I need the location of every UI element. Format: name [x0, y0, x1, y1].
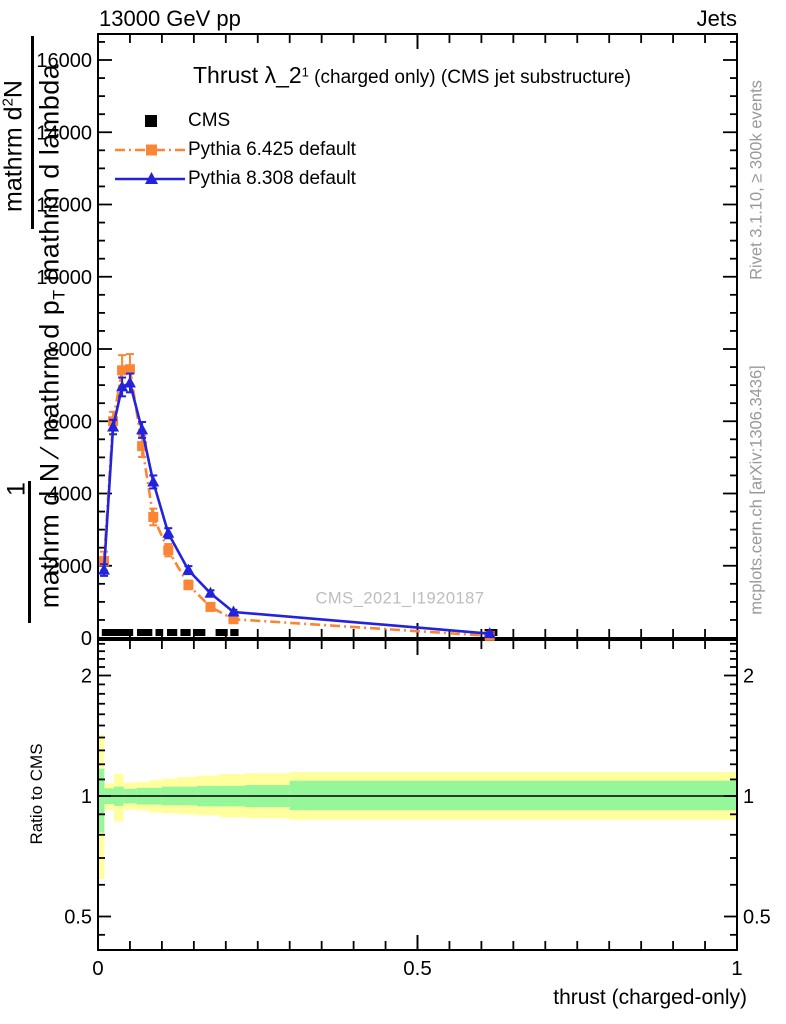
svg-text:0.5: 0.5: [403, 957, 432, 980]
svg-text:1: 1: [731, 957, 742, 980]
legend-marker-pythia8: [145, 172, 158, 184]
svg-text:0: 0: [81, 628, 92, 650]
legend-label-pythia8: Pythia 8.308 default: [188, 168, 356, 189]
svg-text:12000: 12000: [36, 195, 92, 217]
legend-label-cms: CMS: [188, 110, 231, 131]
ratio-uncertainty-bands: [98, 735, 737, 880]
svg-text:0: 0: [92, 957, 103, 980]
svg-text:0.5: 0.5: [64, 907, 92, 929]
svg-text:0.5: 0.5: [743, 907, 771, 929]
x-axis-label: thrust (charged-only): [553, 986, 747, 1009]
analysis-group-label: Jets: [696, 6, 737, 31]
plot-title-detail: (charged only) (CMS jet substructure): [308, 67, 631, 88]
pythia8-series: [98, 372, 496, 639]
legend-markers: [115, 115, 185, 184]
fraction-bar-lower: [28, 481, 31, 623]
plot-title-main: Thrust λ_2: [193, 62, 302, 88]
beam-energy-label: 13000 GeV pp: [99, 6, 241, 31]
svg-text:8000: 8000: [48, 339, 93, 361]
y-axis-label-denominator: mathrm d N ∕ mathrm d pT mathrm d lambda: [34, 63, 69, 609]
svg-text:16000: 16000: [36, 50, 92, 72]
svg-text:2000: 2000: [48, 556, 93, 578]
plot-title-superscript: 1: [301, 64, 309, 80]
svg-text:1: 1: [743, 786, 754, 808]
y-axis-label-numerator: mathrm d2N: [0, 80, 28, 212]
svg-text:14000: 14000: [36, 122, 92, 144]
svg-text:4000: 4000: [48, 484, 93, 506]
mcplots-reference-note: mcplots.cern.ch [arXiv:1306.3436]: [747, 365, 766, 615]
legend-marker-pythia6: [146, 144, 157, 156]
analysis-id-watermark: CMS_2021_I1920187: [315, 589, 485, 608]
legend-label-pythia6: Pythia 6.425 default: [188, 139, 356, 160]
plot-title: Thrust λ_21 (charged only) (CMS jet subs…: [193, 62, 631, 89]
axis-ticks: [97, 34, 738, 950]
svg-text:1: 1: [81, 786, 92, 808]
fraction-bar-upper: [31, 36, 34, 229]
svg-text:10000: 10000: [36, 267, 92, 289]
svg-text:2: 2: [743, 666, 754, 688]
svg-text:2: 2: [81, 666, 92, 688]
axis-tick-labels: 0 2000 4000 6000 8000 10000 12000 14000 16000 0.5…: [36, 50, 770, 980]
svg-text:6000: 6000: [48, 411, 93, 433]
rivet-version-note: Rivet 3.1.10, ≥ 300k events: [747, 80, 766, 280]
ratio-axis-label: Ratio to CMS: [27, 743, 46, 845]
legend-marker-cms: [145, 115, 157, 127]
